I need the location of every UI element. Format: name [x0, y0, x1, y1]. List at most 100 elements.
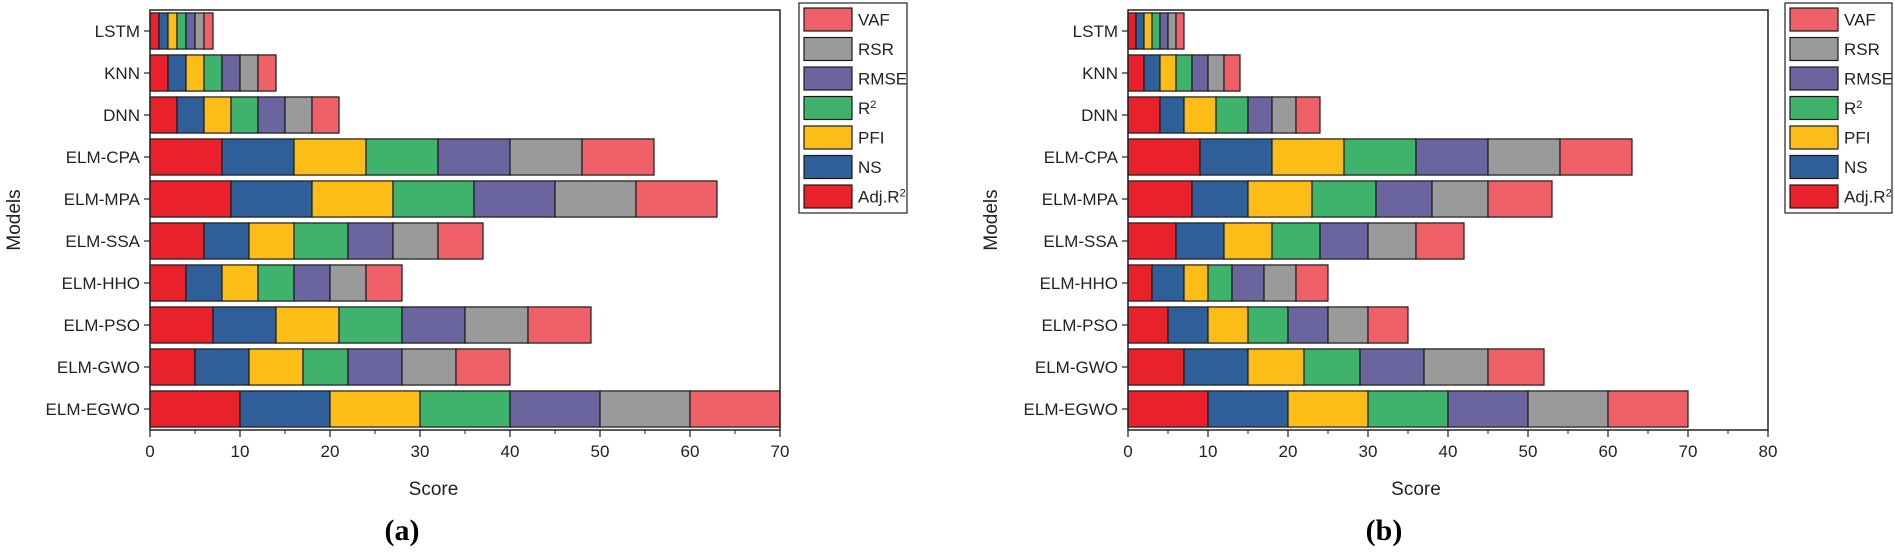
bar-dnn-rmse	[257, 96, 286, 134]
legend-swatch-rsr	[803, 36, 853, 62]
y-tick-label-elm-gwo: ELM-GWO	[57, 358, 140, 377]
bar-elm-gwo-pfi	[248, 348, 304, 386]
bar-elm-egwo-r2	[1367, 390, 1449, 428]
bar-elm-hho-pfi	[221, 264, 259, 302]
bar-elm-hho-vaf	[365, 264, 403, 302]
x-tick-label-30: 30	[1359, 442, 1378, 461]
x-tick-label-50: 50	[591, 442, 610, 461]
bar-elm-ssa-r2	[293, 222, 349, 260]
panel-label: (a)	[385, 514, 420, 547]
bar-elm-cpa-adj-r2	[1127, 138, 1201, 176]
bar-lstm-rmse	[185, 12, 196, 50]
bar-knn-ns	[167, 54, 187, 92]
legend-swatch-vaf	[803, 7, 853, 32]
bar-elm-gwo-rmse	[347, 348, 403, 386]
bar-elm-egwo-r2	[419, 390, 511, 428]
y-axis-title: Models	[981, 189, 1002, 250]
bar-elm-pso-rmse	[401, 306, 466, 344]
bar-dnn-vaf	[1295, 96, 1321, 134]
x-tick-label-40: 40	[501, 442, 520, 461]
bar-dnn-adj-r2	[149, 96, 178, 134]
bar-elm-mpa-ns	[230, 180, 313, 218]
bar-elm-egwo-vaf	[1607, 390, 1689, 428]
bar-elm-pso-r2	[1247, 306, 1289, 344]
legend-label-vaf: VAF	[858, 11, 890, 30]
y-tick-label-dnn: DNN	[1081, 106, 1118, 125]
bar-dnn-rmse	[1247, 96, 1273, 134]
legend-swatch-rsr	[1789, 36, 1839, 62]
bar-elm-ssa-r2	[1271, 222, 1321, 260]
bar-elm-gwo-ns	[194, 348, 250, 386]
x-tick-label-10: 10	[231, 442, 250, 461]
bar-elm-mpa-adj-r2	[1127, 180, 1193, 218]
bar-lstm-r2	[176, 12, 187, 50]
bar-elm-cpa-vaf	[1559, 138, 1633, 176]
bar-knn-ns	[1143, 54, 1161, 92]
bar-elm-gwo-rsr	[401, 348, 457, 386]
bar-elm-pso-r2	[338, 306, 403, 344]
bar-elm-pso-ns	[1167, 306, 1209, 344]
x-tick-label-40: 40	[1439, 442, 1458, 461]
bar-elm-mpa-rmse	[1375, 180, 1433, 218]
x-tick-label-60: 60	[681, 442, 700, 461]
bar-lstm-rsr	[194, 12, 205, 50]
bar-elm-gwo-ns	[1183, 348, 1249, 386]
bar-lstm-pfi	[167, 12, 178, 50]
bar-dnn-rsr	[1271, 96, 1297, 134]
bar-elm-hho-adj-r2	[1127, 264, 1153, 302]
legend-swatch-vaf	[1789, 7, 1839, 32]
bar-dnn-pfi	[1183, 96, 1217, 134]
bar-elm-ssa-adj-r2	[149, 222, 205, 260]
legend-label-pfi: PFI	[1844, 129, 1870, 148]
bar-elm-mpa-rmse	[473, 180, 556, 218]
bar-elm-gwo-vaf	[455, 348, 511, 386]
bar-elm-cpa-pfi	[293, 138, 367, 176]
bar-elm-pso-rsr	[1327, 306, 1369, 344]
panel-b: LSTM KNN DNN ELM-CPA ELM-MPA ELM-SSA ELM-HHO EL…	[981, 2, 1893, 547]
bar-elm-mpa-rsr	[1431, 180, 1489, 218]
y-tick-label-knn: KNN	[1082, 64, 1118, 83]
bar-elm-hho-rsr	[329, 264, 367, 302]
legend-swatch-rmse	[803, 66, 853, 91]
bar-elm-pso-pfi	[1207, 306, 1249, 344]
bar-knn-rmse	[221, 54, 241, 92]
bar-dnn-adj-r2	[1127, 96, 1161, 134]
bar-elm-hho-ns	[185, 264, 223, 302]
bar-elm-pso-rmse	[1287, 306, 1329, 344]
bar-elm-mpa-r2	[1311, 180, 1377, 218]
bar-lstm-adj-r2	[1127, 12, 1137, 50]
y-tick-label-elm-hho: ELM-HHO	[62, 274, 140, 293]
y-tick-label-elm-ssa: ELM-SSA	[65, 232, 140, 251]
y-tick-label-elm-egwo: ELM-EGWO	[1024, 400, 1118, 419]
bar-elm-hho-ns	[1151, 264, 1185, 302]
bar-dnn-rsr	[284, 96, 313, 134]
legend-label-adj-r2: Adj.R2	[858, 188, 906, 207]
y-tick-label-elm-gwo: ELM-GWO	[1035, 358, 1118, 377]
bar-elm-ssa-ns	[203, 222, 250, 260]
legend-label-rmse: RMSE	[858, 70, 907, 89]
bar-elm-egwo-rsr	[1527, 390, 1609, 428]
bar-elm-ssa-rmse	[347, 222, 394, 260]
bar-elm-cpa-pfi	[1271, 138, 1345, 176]
bar-elm-pso-vaf	[527, 306, 592, 344]
legend-swatch-r2	[1789, 95, 1839, 121]
x-tick-label-0: 0	[145, 442, 154, 461]
x-axis-title: Score	[1391, 479, 1441, 500]
bar-lstm-adj-r2	[149, 12, 160, 50]
bar-elm-gwo-vaf	[1487, 348, 1545, 386]
bar-elm-gwo-r2	[302, 348, 349, 386]
legend-label-r2: R2	[1844, 99, 1862, 118]
bar-lstm-pfi	[1143, 12, 1153, 50]
bar-knn-adj-r2	[1127, 54, 1145, 92]
legend: VAF RSR RMSE R2 PFI NS Adj.R2	[1784, 2, 1893, 214]
y-tick-label-elm-egwo: ELM-EGWO	[46, 400, 140, 419]
bar-elm-gwo-pfi	[1247, 348, 1305, 386]
x-tick-label-80: 80	[1759, 442, 1778, 461]
bar-elm-egwo-rmse	[509, 390, 601, 428]
y-tick-label-lstm: LSTM	[1073, 22, 1118, 41]
bar-elm-egwo-pfi	[1287, 390, 1369, 428]
legend-label-vaf: VAF	[1844, 11, 1876, 30]
bar-elm-egwo-vaf	[689, 390, 781, 428]
bar-elm-mpa-pfi	[311, 180, 394, 218]
